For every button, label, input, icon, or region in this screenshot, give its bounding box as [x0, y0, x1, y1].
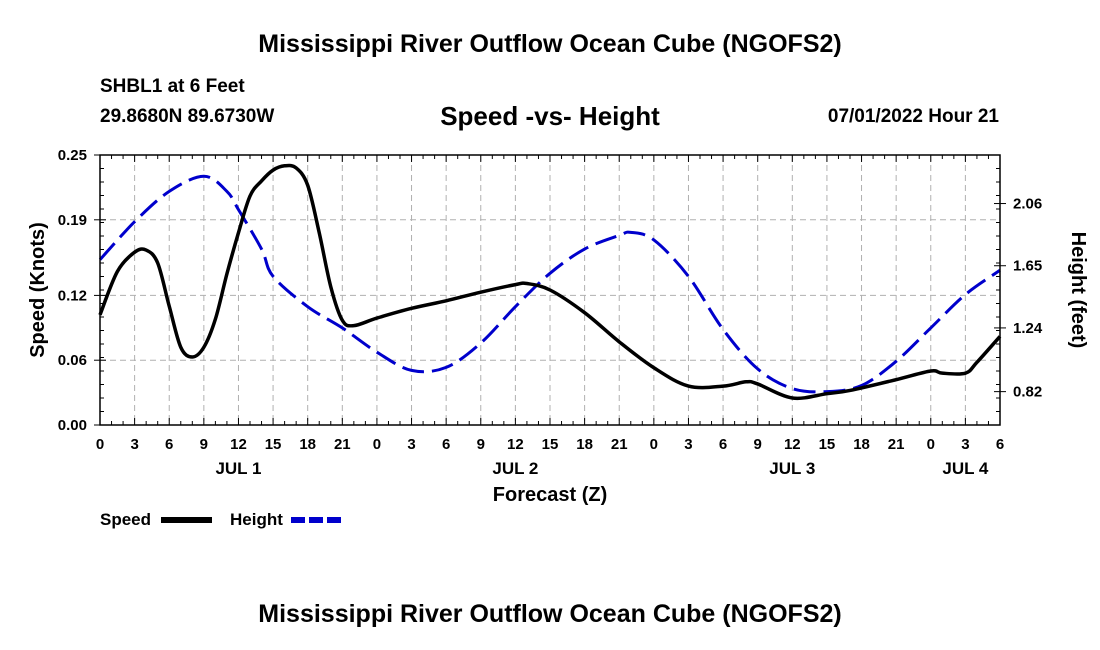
coordinates-label: 29.8680N 89.6730W [100, 106, 275, 127]
x-tick-label: 9 [477, 436, 485, 453]
x-tick-label: 3 [961, 436, 969, 453]
x-tick-label: 18 [576, 436, 593, 453]
x-axis-title: Forecast (Z) [493, 484, 607, 506]
x-tick-label: 6 [442, 436, 450, 453]
series-layer [98, 163, 1002, 401]
x-tick-label: 21 [888, 436, 905, 453]
y-axis-title: Speed (Knots) [27, 222, 49, 358]
height-series-line [98, 174, 1001, 394]
chart-subtitle: Speed -vs- Height [440, 101, 660, 131]
day-label: JUL 1 [215, 459, 261, 478]
x-tick-label: 0 [650, 436, 658, 453]
x-tick-label: 15 [819, 436, 836, 453]
datetime-label: 07/01/2022 Hour 21 [827, 106, 999, 127]
x-tick-label: 3 [407, 436, 415, 453]
day-label: JUL 3 [769, 459, 815, 478]
x-tick-label: 12 [784, 436, 801, 453]
x-tick-label: 12 [507, 436, 524, 453]
day-label: JUL 2 [492, 459, 538, 478]
speed-series-line [98, 163, 1002, 401]
station-label: SHBL1 at 6 Feet [100, 76, 245, 97]
y2-tick-label: 1.65 [1013, 258, 1042, 275]
x-tick-label: 21 [611, 436, 628, 453]
x-tick-label: 3 [684, 436, 692, 453]
y2-tick-label: 2.06 [1013, 196, 1042, 213]
legend-height-label: Height [230, 510, 283, 529]
y2-axis-title: Height (feet) [1067, 232, 1089, 349]
x-tick-label: 21 [334, 436, 351, 453]
axes-layer: 0 3 6 9 12 15 18 21 0 3 6 9 12 15 18 21 0 3 6 9 12 15 18 21 0 3 6J… [58, 147, 1043, 478]
x-tick-label: 0 [96, 436, 104, 453]
x-tick-label: 3 [130, 436, 138, 453]
y-tick-label: 0.00 [58, 417, 87, 434]
grid-layer [100, 155, 1000, 425]
x-tick-label: 6 [719, 436, 727, 453]
x-tick-label: 15 [542, 436, 559, 453]
x-tick-label: 18 [299, 436, 316, 453]
x-tick-label: 18 [853, 436, 870, 453]
x-tick-label: 6 [165, 436, 173, 453]
y-tick-label: 0.19 [58, 212, 87, 229]
legend: Speed Height [100, 510, 342, 529]
y-tick-label: 0.25 [58, 147, 87, 164]
day-label: JUL 4 [942, 459, 989, 478]
x-tick-label: 0 [373, 436, 381, 453]
legend-speed-label: Speed [100, 510, 151, 529]
repeated-main-title: Mississippi River Outflow Ocean Cube (NG… [258, 600, 842, 628]
x-tick-label: 0 [927, 436, 935, 453]
x-tick-label: 9 [200, 436, 208, 453]
x-tick-label: 9 [754, 436, 762, 453]
chart-main-title: Mississippi River Outflow Ocean Cube (NG… [258, 30, 842, 58]
y2-tick-label: 1.24 [1013, 320, 1043, 337]
y2-tick-label: 0.82 [1013, 384, 1042, 401]
y-tick-label: 0.06 [58, 352, 87, 369]
x-tick-label: 15 [265, 436, 282, 453]
x-tick-label: 12 [230, 436, 247, 453]
y-tick-label: 0.12 [58, 287, 87, 304]
x-tick-label: 6 [996, 436, 1004, 453]
